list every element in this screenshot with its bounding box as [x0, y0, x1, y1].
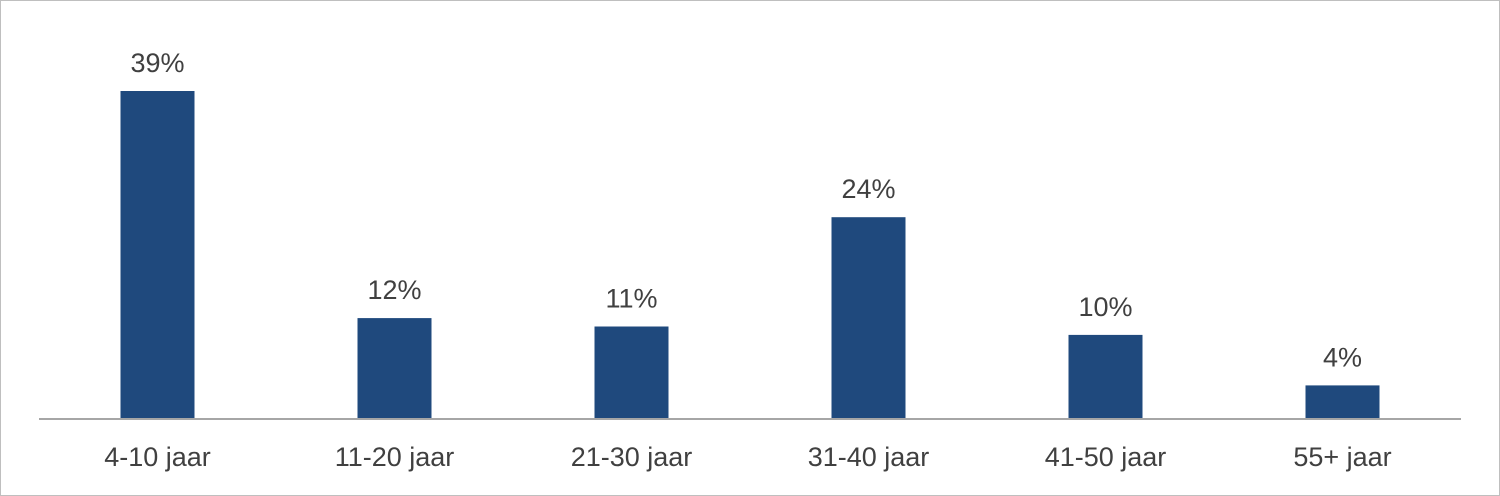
bar-5	[1068, 334, 1143, 419]
x-tick-label-3: 21-30 jaar	[571, 442, 693, 472]
x-tick-label-1: 4-10 jaar	[104, 442, 211, 472]
x-tick-label-2: 11-20 jaar	[335, 442, 455, 472]
bar-2	[357, 318, 432, 419]
bars-layer	[120, 91, 1380, 419]
x-tick-label-5: 41-50 jaar	[1045, 442, 1167, 472]
x-tick-label-4: 31-40 jaar	[808, 442, 930, 472]
x-tick-label-6: 55+ jaar	[1293, 442, 1391, 472]
bar-6	[1305, 385, 1380, 419]
data-label-4: 24%	[841, 174, 895, 204]
data-label-6: 4%	[1323, 342, 1362, 372]
bar-1	[120, 91, 195, 419]
data-label-3: 11%	[605, 284, 657, 314]
bar-3	[594, 326, 669, 419]
data-label-5: 10%	[1078, 292, 1132, 322]
bar-4	[831, 217, 906, 419]
x-tick-labels-layer: 4-10 jaar 11-20 jaar 21-30 jaar 31-40 jaar 4…	[104, 442, 1391, 472]
data-label-2: 12%	[367, 275, 421, 305]
data-label-1: 39%	[130, 48, 184, 78]
data-labels-layer: 39% 12% 11% 24% 10% 4%	[130, 48, 1362, 372]
